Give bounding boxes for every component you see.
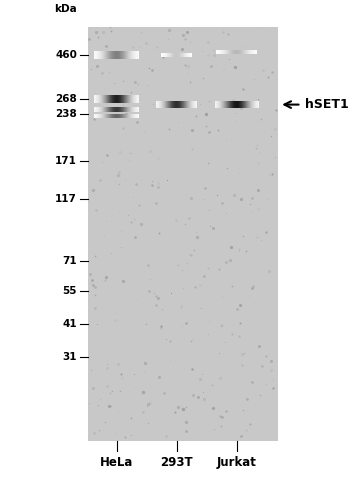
Text: 117: 117 (55, 194, 77, 204)
Text: 238: 238 (55, 109, 77, 119)
Text: hSET1: hSET1 (305, 98, 348, 111)
Text: 293T: 293T (160, 456, 193, 469)
Text: 171: 171 (55, 156, 77, 166)
Text: 460: 460 (55, 50, 77, 60)
Text: 55: 55 (62, 286, 77, 296)
Text: Jurkat: Jurkat (217, 456, 257, 469)
Text: 268: 268 (55, 94, 77, 104)
Text: 31: 31 (62, 352, 77, 362)
Text: 71: 71 (62, 256, 77, 266)
Bar (88, 27, 278, 441)
Text: 41: 41 (62, 319, 77, 329)
Text: HeLa: HeLa (100, 456, 133, 469)
Text: kDa: kDa (54, 5, 77, 15)
